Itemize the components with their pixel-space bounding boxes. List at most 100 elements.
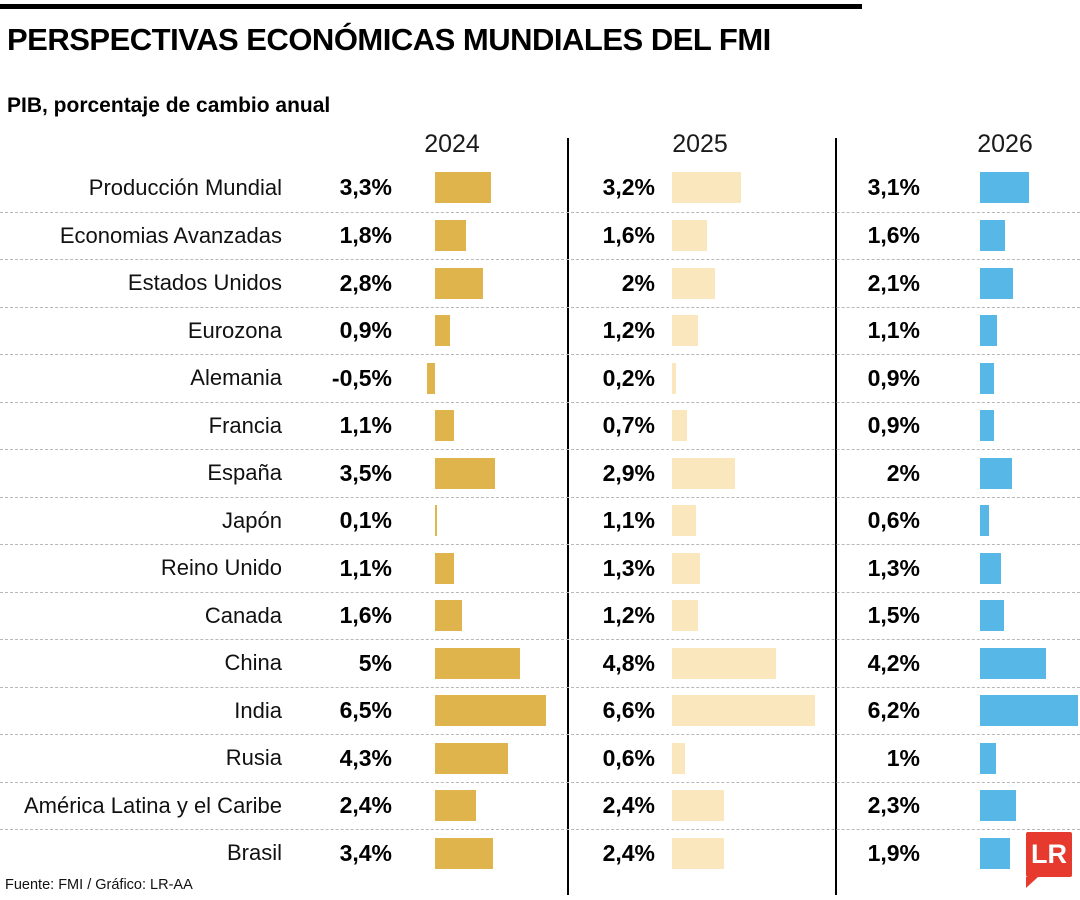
value-2024: 3,4% bbox=[339, 839, 392, 866]
bar-zone-2025 bbox=[672, 695, 836, 727]
bar-zone-2025 bbox=[672, 457, 836, 489]
bar-2024 bbox=[435, 172, 492, 204]
bar-2026 bbox=[980, 220, 1006, 252]
bar-2026 bbox=[980, 172, 1029, 204]
value-2026: 2,3% bbox=[867, 792, 920, 819]
bar-2025 bbox=[672, 505, 696, 537]
chart-row: Canada 1,6% 1,2% 1,5% bbox=[0, 591, 1080, 640]
bar-2024 bbox=[435, 315, 451, 347]
value-2026: 0,9% bbox=[867, 364, 920, 391]
value-2026: 1,5% bbox=[867, 602, 920, 629]
value-2026: 2% bbox=[886, 459, 920, 486]
value-2025: 1,2% bbox=[602, 602, 655, 629]
value-2026: 1,3% bbox=[867, 554, 920, 581]
chart-row: Rusia 4,3% 0,6% 1% bbox=[0, 734, 1080, 782]
value-2026: 4,2% bbox=[867, 649, 920, 676]
bar-zone-2024 bbox=[426, 362, 568, 394]
bar-zone-2026 bbox=[980, 267, 1080, 299]
category-label: Producción Mundial bbox=[88, 174, 282, 200]
bar-zone-2024 bbox=[435, 267, 568, 299]
bar-2025 bbox=[672, 742, 686, 774]
bar-zone-2024 bbox=[435, 457, 568, 489]
chart-rows: Producción Mundial 3,3% 3,2% 3,1% Economias … bbox=[0, 164, 1080, 877]
bar-zone-2026 bbox=[980, 410, 1080, 442]
bar-zone-2024 bbox=[435, 695, 568, 727]
chart-row: Japón 0,1% 1,1% 0,6% bbox=[0, 496, 1080, 545]
category-label: Reino Unido bbox=[160, 555, 282, 581]
bar-zone-2025 bbox=[672, 362, 836, 394]
bar-2024 bbox=[435, 505, 437, 537]
top-rule bbox=[0, 4, 862, 9]
bar-2025 bbox=[672, 267, 716, 299]
value-2025: 0,2% bbox=[602, 364, 655, 391]
category-label: Canada bbox=[204, 602, 282, 628]
value-2026: 1,6% bbox=[867, 222, 920, 249]
bar-zone-2025 bbox=[672, 837, 836, 869]
bar-2025 bbox=[672, 695, 816, 727]
bar-zone-2025 bbox=[672, 220, 836, 252]
value-2025: 2,4% bbox=[602, 839, 655, 866]
bar-zone-2026 bbox=[980, 315, 1080, 347]
bar-zone-2025 bbox=[672, 315, 836, 347]
value-2025: 3,2% bbox=[602, 174, 655, 201]
bar-zone-2024 bbox=[435, 647, 568, 679]
bar-zone-2026 bbox=[980, 837, 1080, 869]
chart-row: Francia 1,1% 0,7% 0,9% bbox=[0, 401, 1080, 450]
bar-zone-2026 bbox=[980, 362, 1080, 394]
bar-2024 bbox=[435, 695, 546, 727]
bar-2026 bbox=[980, 267, 1014, 299]
value-2026: 0,9% bbox=[867, 412, 920, 439]
bar-zone-2024 bbox=[435, 505, 568, 537]
bar-zone-2026 bbox=[980, 647, 1080, 679]
value-2024: 2,8% bbox=[339, 269, 392, 296]
bar-2026 bbox=[980, 647, 1047, 679]
value-2024: 0,9% bbox=[339, 317, 392, 344]
category-label: China bbox=[224, 650, 282, 676]
category-label: Francia bbox=[208, 412, 282, 438]
value-2024: 6,5% bbox=[339, 697, 392, 724]
bar-2025 bbox=[672, 790, 725, 822]
bar-2025 bbox=[672, 172, 742, 204]
bar-2026 bbox=[980, 410, 995, 442]
category-label: Rusia bbox=[225, 745, 282, 771]
chart-row: China 5% 4,8% 4,2% bbox=[0, 639, 1080, 687]
bar-zone-2026 bbox=[980, 695, 1080, 727]
value-2025: 2% bbox=[621, 269, 655, 296]
bar-zone-2024 bbox=[435, 600, 568, 632]
bar-2026 bbox=[980, 457, 1012, 489]
bar-2026 bbox=[980, 315, 998, 347]
chart-subtitle: PIB, porcentaje de cambio anual bbox=[7, 94, 331, 117]
bar-zone-2026 bbox=[980, 742, 1080, 774]
bar-2024 bbox=[435, 647, 520, 679]
column-header-2026: 2026 bbox=[977, 130, 1033, 158]
bar-zone-2024 bbox=[435, 790, 568, 822]
value-2025: 0,6% bbox=[602, 744, 655, 771]
bar-2026 bbox=[980, 790, 1017, 822]
bar-2026 bbox=[980, 362, 995, 394]
bar-zone-2025 bbox=[672, 552, 836, 584]
bar-zone-2024 bbox=[435, 742, 568, 774]
bar-2025 bbox=[672, 552, 701, 584]
bar-2024 bbox=[435, 410, 454, 442]
bar-2024 bbox=[435, 790, 476, 822]
chart-row: Brasil 3,4% 2,4% 1,9% bbox=[0, 829, 1080, 877]
bar-2025 bbox=[672, 315, 699, 347]
bar-2026 bbox=[980, 552, 1001, 584]
value-2026: 2,1% bbox=[867, 269, 920, 296]
value-2025: 2,4% bbox=[602, 792, 655, 819]
category-label: Brasil bbox=[226, 840, 282, 866]
category-label: Eurozona bbox=[187, 317, 282, 343]
value-2024: 5% bbox=[358, 649, 392, 676]
bar-2025 bbox=[672, 837, 725, 869]
bar-2024 bbox=[435, 742, 509, 774]
bar-2024 bbox=[435, 220, 466, 252]
bar-zone-2026 bbox=[980, 505, 1080, 537]
bar-2025 bbox=[672, 220, 707, 252]
source-credit: Fuente: FMI / Gráfico: LR-AA bbox=[5, 877, 193, 893]
bar-zone-2026 bbox=[980, 790, 1080, 822]
page-title: PERSPECTIVAS ECONÓMICAS MUNDIALES DEL FM… bbox=[7, 22, 771, 57]
column-divider-2 bbox=[835, 138, 837, 895]
value-2025: 4,8% bbox=[602, 649, 655, 676]
bar-zone-2026 bbox=[980, 552, 1080, 584]
